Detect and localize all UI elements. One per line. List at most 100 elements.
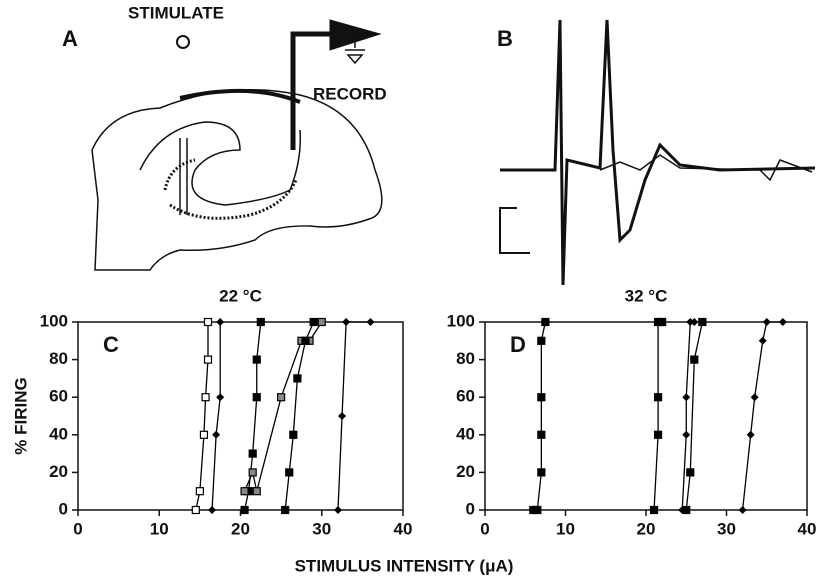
point bbox=[690, 355, 699, 364]
point bbox=[541, 317, 550, 327]
panel-label: C bbox=[103, 332, 119, 357]
point bbox=[338, 412, 347, 420]
point bbox=[201, 393, 210, 402]
point bbox=[317, 317, 326, 327]
panel-label: D bbox=[510, 332, 526, 357]
slice-diagram bbox=[91, 19, 383, 271]
y-tick-label: 100 bbox=[447, 311, 475, 330]
point bbox=[653, 393, 663, 402]
x-tick-label: 10 bbox=[150, 519, 169, 538]
point bbox=[686, 318, 695, 326]
point bbox=[203, 317, 213, 327]
y-axis-label: % FIRING bbox=[11, 377, 30, 454]
point bbox=[334, 506, 342, 514]
y-tick-label: 100 bbox=[40, 311, 68, 330]
point bbox=[199, 430, 209, 439]
point bbox=[537, 336, 546, 345]
point bbox=[533, 505, 542, 515]
x-tick-label: 30 bbox=[717, 519, 736, 538]
point bbox=[653, 430, 663, 439]
point bbox=[537, 468, 546, 477]
point bbox=[277, 393, 286, 402]
fit-line bbox=[337, 321, 371, 511]
point bbox=[738, 506, 747, 514]
point bbox=[289, 430, 298, 439]
x-tick-label: 0 bbox=[73, 519, 82, 538]
point bbox=[750, 393, 759, 402]
point bbox=[366, 318, 375, 326]
plot-frame bbox=[484, 321, 808, 511]
record-label: RECORD bbox=[313, 84, 387, 103]
x-tick-label: 10 bbox=[556, 519, 575, 538]
stimulate-label: STIMULATE bbox=[128, 3, 224, 22]
trace bbox=[499, 19, 816, 286]
point bbox=[301, 336, 310, 345]
point bbox=[195, 487, 204, 496]
point bbox=[252, 355, 261, 364]
plot-frame bbox=[77, 321, 404, 511]
panel-label: A bbox=[62, 26, 78, 51]
fit-line bbox=[195, 322, 209, 511]
fit-line bbox=[211, 322, 221, 511]
point bbox=[690, 318, 699, 326]
point bbox=[293, 374, 302, 383]
point bbox=[657, 317, 667, 327]
point bbox=[240, 487, 249, 496]
x-tick-label: 20 bbox=[231, 519, 250, 538]
point bbox=[649, 505, 659, 515]
point bbox=[342, 318, 351, 326]
point bbox=[252, 393, 261, 402]
point bbox=[191, 505, 200, 515]
point bbox=[778, 318, 787, 326]
chart-title: 22 °C bbox=[219, 286, 262, 305]
point bbox=[216, 318, 225, 326]
point bbox=[682, 505, 691, 515]
x-tick-label: 20 bbox=[637, 519, 656, 538]
point bbox=[203, 355, 213, 364]
fit-line bbox=[284, 321, 315, 511]
y-tick-label: 0 bbox=[59, 499, 68, 518]
y-tick-label: 60 bbox=[456, 387, 475, 406]
point bbox=[248, 468, 257, 477]
point bbox=[698, 317, 707, 327]
point bbox=[686, 468, 695, 477]
fit-line bbox=[653, 321, 663, 511]
y-tick-label: 0 bbox=[466, 499, 475, 518]
point bbox=[208, 506, 217, 514]
point bbox=[537, 393, 546, 402]
point bbox=[212, 430, 221, 439]
chart-title: 32 °C bbox=[625, 286, 668, 305]
point bbox=[758, 336, 767, 345]
x-axis-label: STIMULUS INTENSITY (μA) bbox=[295, 556, 514, 575]
point bbox=[762, 318, 771, 326]
y-tick-label: 40 bbox=[456, 424, 475, 443]
y-tick-label: 80 bbox=[49, 349, 68, 368]
fit-line bbox=[741, 321, 783, 511]
point bbox=[309, 317, 318, 327]
point bbox=[682, 430, 691, 439]
point bbox=[248, 449, 257, 458]
point bbox=[252, 487, 261, 496]
point bbox=[682, 393, 691, 402]
point bbox=[256, 317, 265, 327]
point bbox=[537, 430, 546, 439]
y-tick-label: 80 bbox=[456, 349, 475, 368]
x-tick-label: 30 bbox=[312, 519, 331, 538]
fit-line bbox=[243, 321, 262, 511]
x-tick-label: 0 bbox=[480, 519, 489, 538]
y-tick-label: 20 bbox=[49, 462, 68, 481]
x-tick-label: 40 bbox=[394, 519, 413, 538]
y-tick-label: 20 bbox=[456, 462, 475, 481]
fit-line bbox=[533, 321, 547, 511]
panel-label: B bbox=[497, 26, 513, 51]
point bbox=[216, 393, 225, 402]
y-tick-label: 40 bbox=[49, 424, 68, 443]
point bbox=[240, 505, 249, 515]
point bbox=[281, 505, 290, 515]
point bbox=[746, 430, 755, 439]
y-tick-label: 60 bbox=[49, 387, 68, 406]
x-tick-label: 40 bbox=[798, 519, 817, 538]
fit-line bbox=[685, 321, 703, 511]
